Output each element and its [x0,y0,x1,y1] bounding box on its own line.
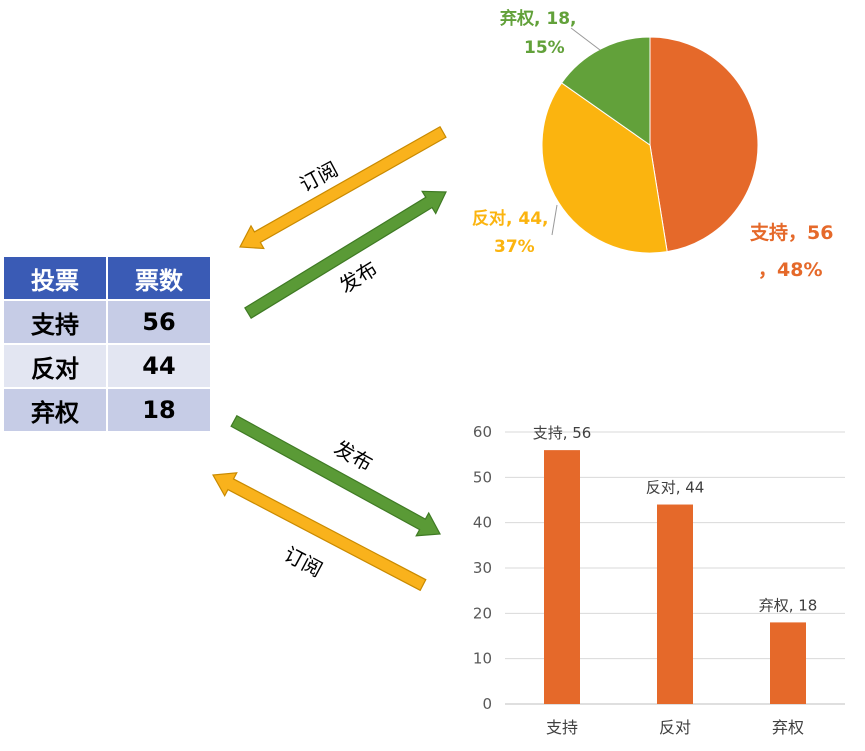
pie-data-label: 15% [524,38,565,58]
bar [770,622,806,704]
pie-data-label: 37% [494,237,535,257]
bar-chart: 0 10 20 30 40 50 60 支持, 56 支持 反对, 44 反对 弃权, 18 弃权 [473,423,845,737]
header-votes: 票数 [108,257,210,299]
pie-slice [649,36,759,253]
arrow-label-bar-publish: 发布 [330,436,377,476]
bar [657,504,693,704]
y-tick-label: 20 [473,604,492,622]
header-option: 投票 [4,257,106,299]
y-tick-label: 10 [473,650,492,668]
cell-option: 支持 [4,301,106,343]
pie-data-label: ，48% [758,259,822,281]
leader-line [570,27,601,51]
pie-slice [560,36,651,146]
table-row: 反对 44 [4,345,210,387]
cell-option: 反对 [4,345,106,387]
x-tick-label: 弃权 [772,718,804,737]
bar-data-label: 支持, 56 [533,424,592,442]
table-row: 弃权 18 [4,389,210,431]
pie-chart: 支持，56 ，48% 反对, 44, 37% 弃权, 18, 15% [472,8,833,281]
bar-data-label: 弃权, 18 [759,596,818,614]
x-tick-label: 支持 [546,718,578,737]
bar-data-label: 反对, 44 [646,479,705,497]
x-tick-label: 反对 [659,718,691,737]
pie-data-label: 弃权, 18, [500,8,577,29]
y-tick-label: 40 [473,514,492,532]
table-row: 支持 56 [4,301,210,343]
bar [544,450,580,704]
pie-data-label: 反对, 44, [472,208,549,229]
subscribe-arrow-bar [212,472,427,592]
y-tick-label: 50 [473,468,492,486]
publish-arrow-pie [244,190,447,319]
publish-arrow-bar [230,414,441,537]
cell-option: 弃权 [4,389,106,431]
y-tick-label: 30 [473,559,492,577]
pie-data-label: 支持，56 [749,221,833,244]
y-tick-label: 60 [473,423,492,441]
leader-line [551,204,558,236]
cell-votes: 44 [108,345,210,387]
pie-slice [541,82,668,254]
vote-table: 投票 票数 支持 56 反对 44 弃权 18 [2,255,212,433]
subscribe-arrow-pie [239,125,447,250]
arrow-label-bar-subscribe: 订阅 [280,542,327,582]
cell-votes: 56 [108,301,210,343]
y-tick-label: 0 [482,695,492,713]
cell-votes: 18 [108,389,210,431]
